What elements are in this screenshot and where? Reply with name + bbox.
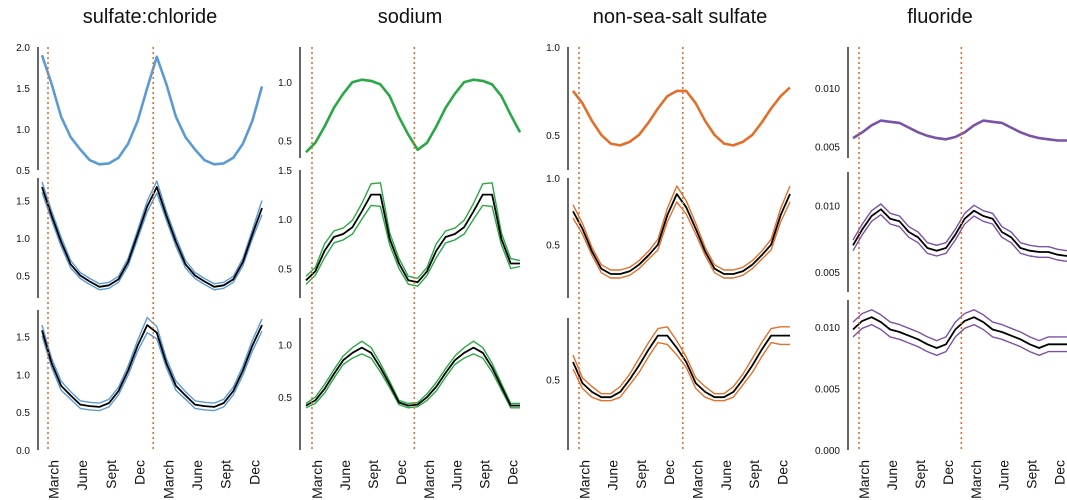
- x-tick-label: June: [718, 460, 734, 491]
- chart-title-sodium: sodium: [377, 6, 443, 28]
- x-tick-label: Dec: [132, 460, 148, 485]
- y-tick-label: 1.5: [16, 197, 30, 208]
- y-tick-label: 1.0: [278, 78, 292, 89]
- y-tick-label: 0.5: [278, 136, 292, 147]
- x-tick-label: Sept: [218, 460, 234, 489]
- x-tick-label: March: [309, 460, 325, 499]
- series-line: [572, 193, 791, 275]
- y-tick-label: 0.5: [16, 166, 30, 177]
- x-tick-label: Dec: [1052, 460, 1067, 485]
- y-tick-label: 1.0: [16, 234, 30, 245]
- x-tick-label: June: [74, 460, 90, 491]
- x-tick-label: June: [996, 460, 1012, 491]
- x-tick-label: March: [160, 460, 176, 499]
- y-tick-label: 0.5: [16, 272, 30, 283]
- y-tick-label: 1.0: [16, 370, 30, 381]
- series-line: [852, 316, 1067, 349]
- x-tick-label: Dec: [393, 460, 409, 485]
- series-line: [305, 353, 520, 409]
- x-tick-label: Sept: [633, 460, 649, 489]
- y-tick-label: 1.5: [278, 166, 292, 177]
- y-tick-label: 0.5: [546, 131, 560, 142]
- series-line: [572, 201, 791, 279]
- x-tick-label: Sept: [746, 460, 762, 489]
- series-line: [852, 309, 1067, 342]
- series-line: [305, 346, 520, 407]
- chart-title-non-sea-salt-sulfate: non-sea-salt sulfate: [592, 6, 768, 28]
- x-tick-label: Sept: [912, 460, 928, 489]
- x-tick-label: Dec: [505, 460, 521, 485]
- series-line: [41, 324, 263, 408]
- series-line: [41, 330, 263, 412]
- y-tick-label: 1.0: [546, 43, 560, 54]
- x-tick-label: June: [449, 460, 465, 491]
- x-tick-label: March: [690, 460, 706, 499]
- y-tick-label: 0.5: [546, 241, 560, 252]
- x-tick-label: March: [968, 460, 984, 499]
- y-tick-label: 0.5: [546, 376, 560, 387]
- x-tick-label: June: [337, 460, 353, 491]
- y-tick-label: 0.005: [815, 268, 840, 279]
- y-tick-label: 1.5: [16, 84, 30, 95]
- y-tick-label: 2.0: [16, 43, 30, 54]
- x-tick-label: June: [884, 460, 900, 491]
- y-tick-label: 0.010: [815, 201, 840, 212]
- y-tick-label: 0.0: [16, 446, 30, 457]
- y-tick-label: 0.005: [815, 385, 840, 396]
- series-line: [41, 180, 263, 285]
- series-line: [572, 341, 790, 402]
- series-line: [41, 316, 263, 404]
- x-tick-label: March: [856, 460, 872, 499]
- y-tick-label: 0.5: [16, 408, 30, 419]
- x-tick-label: March: [45, 460, 61, 499]
- chart-title-sulfate-chloride: sulfate:chloride: [82, 6, 218, 28]
- x-tick-label: March: [421, 460, 437, 499]
- x-tick-label: Dec: [940, 460, 956, 485]
- x-tick-label: March: [576, 460, 592, 499]
- y-tick-label: 0.5: [278, 393, 292, 404]
- series-line: [572, 326, 790, 395]
- y-tick-label: 0.010: [815, 323, 840, 334]
- series-line: [852, 213, 1067, 262]
- series-line: [41, 192, 263, 291]
- series-line: [572, 185, 791, 271]
- series-line: [305, 204, 521, 287]
- y-tick-label: 0.010: [815, 84, 840, 95]
- x-tick-label: Sept: [365, 460, 381, 489]
- series-line: [305, 193, 520, 284]
- series-line: [852, 323, 1067, 356]
- x-tick-label: Sept: [477, 460, 493, 489]
- series-line: [571, 86, 791, 147]
- x-tick-label: Dec: [661, 460, 677, 485]
- x-tick-label: Dec: [246, 460, 262, 485]
- y-tick-label: 1.0: [546, 174, 560, 185]
- chart-title-fluoride: fluoride: [907, 6, 973, 28]
- series-line: [852, 119, 1067, 142]
- x-tick-label: Sept: [103, 460, 119, 489]
- y-tick-label: 1.0: [16, 125, 30, 136]
- y-tick-label: 0.005: [815, 142, 840, 153]
- series-line: [41, 186, 263, 288]
- x-tick-label: Sept: [1024, 460, 1040, 489]
- y-tick-label: 0.5: [278, 264, 292, 275]
- x-tick-label: June: [605, 460, 621, 491]
- series-line: [852, 208, 1067, 257]
- series-line: [305, 78, 522, 154]
- x-tick-label: Dec: [774, 460, 790, 485]
- y-tick-label: 0.000: [815, 446, 840, 457]
- y-tick-label: 1.0: [278, 215, 292, 226]
- series-line: [305, 340, 520, 405]
- y-tick-label: 1.5: [16, 332, 30, 343]
- series-line: [305, 182, 521, 279]
- x-tick-label: June: [189, 460, 205, 491]
- series-line: [852, 203, 1067, 252]
- series-line: [40, 54, 264, 166]
- series-line: [572, 334, 790, 399]
- y-tick-label: 1.0: [278, 340, 292, 351]
